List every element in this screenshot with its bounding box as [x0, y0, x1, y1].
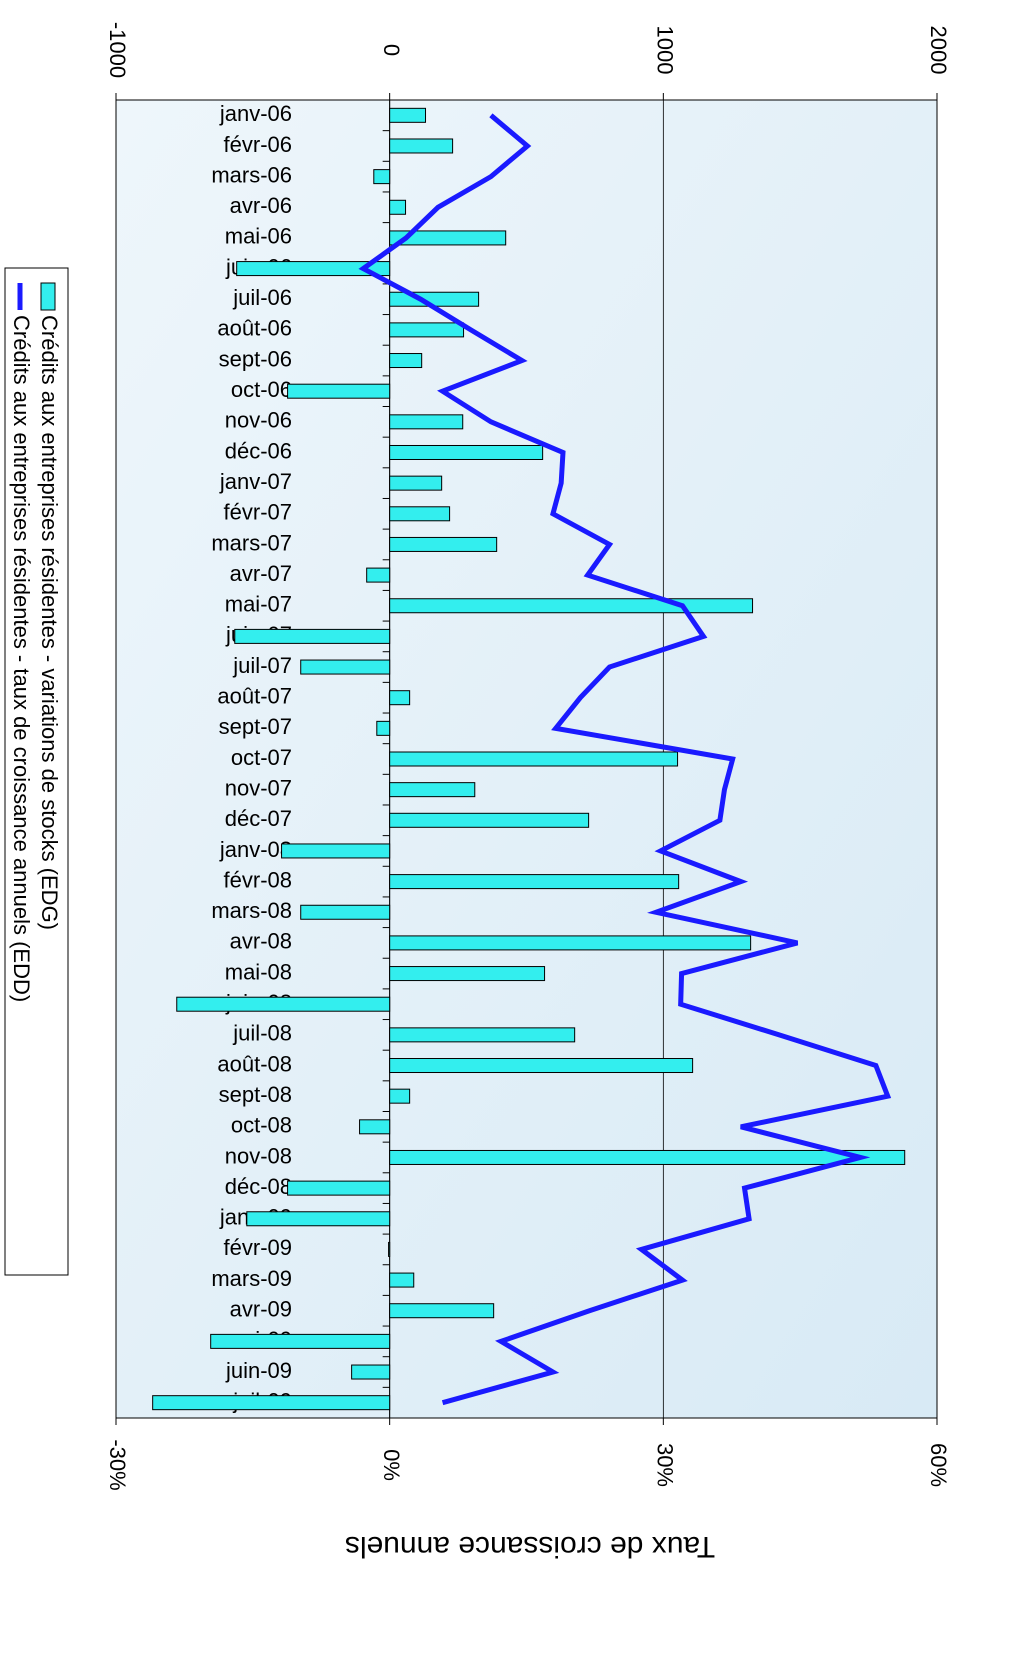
- bar: [236, 261, 391, 277]
- legend-label: Crédits aux entreprises résidentes - var…: [37, 315, 62, 930]
- line: [358, 113, 892, 1406]
- y-tick-label: févr-06: [224, 132, 292, 157]
- y-tick-label: févr-08: [224, 867, 292, 892]
- x2-tick-label: 60%: [926, 1443, 951, 1487]
- bar: [389, 322, 465, 338]
- legend-items: Crédits aux entreprises résidentes - var…: [9, 282, 62, 1002]
- bar: [359, 1119, 391, 1135]
- bar: [176, 996, 391, 1012]
- y-tick-label: févr-09: [224, 1235, 292, 1260]
- y-tick-label: nov-08: [225, 1143, 292, 1168]
- bar: [287, 1180, 391, 1196]
- bar: [389, 1088, 411, 1104]
- bar: [389, 690, 411, 706]
- x-tick-label: -1000: [105, 22, 130, 78]
- y-tick-label: janv-06: [219, 101, 292, 126]
- x-tick-label: 0: [379, 44, 404, 56]
- bar: [389, 506, 451, 522]
- x-tick-label: 2000: [926, 26, 951, 75]
- bar: [389, 199, 407, 215]
- bar: [388, 1241, 391, 1257]
- legend: [4, 267, 69, 1276]
- bar: [246, 1211, 391, 1227]
- y-tick-label: août-07: [217, 684, 292, 709]
- y-tick-label: avr-08: [230, 929, 292, 954]
- bar: [389, 1272, 415, 1288]
- bar: [376, 720, 391, 736]
- y-tick-label: nov-06: [225, 408, 292, 433]
- bar: [351, 1364, 391, 1380]
- y-tick-label: mai-08: [225, 959, 292, 984]
- bar: [389, 782, 476, 798]
- y-tick-label: janv-08: [219, 837, 292, 862]
- bar: [287, 383, 391, 399]
- y-tick-label: oct-07: [231, 745, 292, 770]
- bar: [210, 1333, 391, 1349]
- bar: [234, 628, 391, 644]
- bar: [389, 966, 546, 982]
- y-tick-label: juil-08: [232, 1021, 292, 1046]
- y-tick-label: août-06: [217, 316, 292, 341]
- y-tick-label: oct-06: [231, 377, 292, 402]
- y-tick-label: mars-06: [211, 162, 292, 187]
- y-tick-label: juil-06: [232, 285, 292, 310]
- y-tick-label: mai-06: [225, 224, 292, 249]
- bar: [389, 107, 427, 123]
- bar: [389, 536, 498, 552]
- bar: [389, 138, 454, 154]
- bar: [389, 1058, 694, 1074]
- y-tick-label: mai-07: [225, 592, 292, 617]
- x2-tick-label: -30%: [105, 1439, 130, 1490]
- y-tick-label: nov-07: [225, 775, 292, 800]
- y-tick-label: déc-08: [225, 1174, 292, 1199]
- y-tick-label: mars-08: [211, 898, 292, 923]
- bar: [389, 935, 752, 951]
- y-tick-label: avr-09: [230, 1297, 292, 1322]
- legend-swatch: [40, 282, 56, 311]
- bar: [389, 598, 754, 614]
- bar: [389, 291, 480, 307]
- bar: [389, 414, 464, 430]
- y-tick-label: sept-08: [219, 1082, 292, 1107]
- y-tick-label: avr-07: [230, 561, 292, 586]
- bar: [389, 874, 680, 890]
- bar: [389, 1303, 495, 1319]
- y-tick-label: oct-08: [231, 1113, 292, 1138]
- y-tick-label: avr-06: [230, 193, 292, 218]
- y-tick-label: déc-07: [225, 806, 292, 831]
- y-tick-label: déc-06: [225, 438, 292, 463]
- y-tick-label: mars-09: [211, 1266, 292, 1291]
- bar: [389, 475, 443, 491]
- y-tick-label: mars-07: [211, 530, 292, 555]
- bar: [389, 1027, 576, 1043]
- x-tick-label: 1000: [653, 26, 678, 75]
- y-tick-label: janv-07: [219, 469, 292, 494]
- x2-tick-label: 30%: [653, 1443, 678, 1487]
- bar: [300, 659, 391, 675]
- y-tick-label: févr-07: [224, 500, 292, 525]
- x2-tick-label: 0%: [379, 1449, 404, 1481]
- bar: [152, 1395, 391, 1411]
- bar: [389, 444, 544, 460]
- bar: [389, 353, 423, 369]
- y-tick-label: sept-07: [219, 714, 292, 739]
- legend-label: Crédits aux entreprises résidentes - tau…: [9, 315, 34, 1002]
- bar: [373, 169, 391, 185]
- bar: [366, 567, 391, 583]
- axis-title: Taux de croissance annuels: [345, 1530, 715, 1563]
- y-tick-label: août-08: [217, 1051, 292, 1076]
- y-tick-label: sept-06: [219, 346, 292, 371]
- bar: [389, 812, 590, 828]
- bar: [389, 1149, 906, 1165]
- y-tick-label: juin-09: [225, 1358, 292, 1383]
- y-tick-label: juil-07: [232, 653, 292, 678]
- bar: [389, 230, 507, 246]
- bar: [389, 751, 679, 767]
- bar: [281, 843, 391, 859]
- bar: [300, 904, 391, 920]
